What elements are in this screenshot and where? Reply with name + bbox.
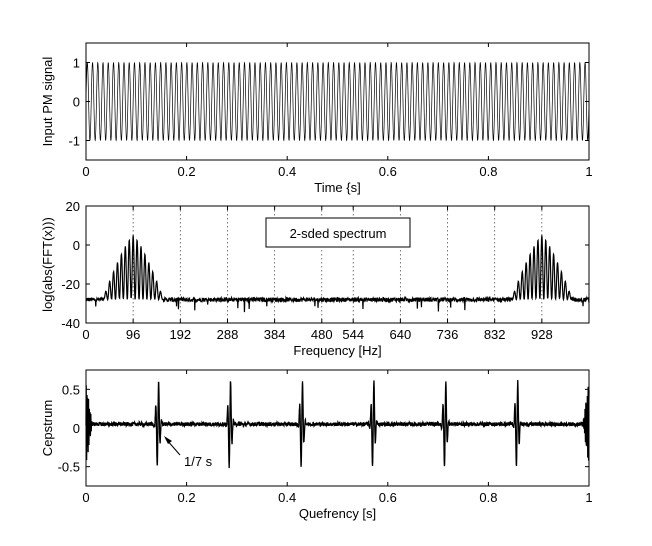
x-tick-label: 384 xyxy=(264,327,286,342)
x-tick-label: 544 xyxy=(342,327,364,342)
x-tick-label: 640 xyxy=(390,327,412,342)
y-tick-label: -1 xyxy=(68,134,80,149)
panel1-ylabel: Input PM signal xyxy=(40,57,55,147)
x-tick-label: 0.4 xyxy=(278,490,296,505)
panel1-xlabel: Time {s] xyxy=(314,180,360,195)
x-tick-label: 192 xyxy=(169,327,191,342)
panel3-series xyxy=(85,380,590,469)
spectrum-line xyxy=(85,235,590,313)
y-tick-label: 0 xyxy=(73,238,80,253)
panel1-series xyxy=(85,61,590,142)
x-tick-label: 0.8 xyxy=(479,490,497,505)
input-signal-line xyxy=(85,61,590,142)
y-tick-label: -20 xyxy=(61,277,80,292)
y-tick-label: 0.5 xyxy=(62,382,80,397)
x-tick-label: 928 xyxy=(531,327,553,342)
annotation-text: 1/7 s xyxy=(184,454,213,469)
x-tick-label: 0.6 xyxy=(379,164,397,179)
x-tick-label: 736 xyxy=(437,327,459,342)
panel2-ylabel: log(abs(FFT(x))) xyxy=(40,217,55,312)
x-tick-label: 0.6 xyxy=(379,490,397,505)
x-tick-label: 288 xyxy=(217,327,239,342)
x-tick-label: 0.8 xyxy=(479,164,497,179)
y-tick-label: -40 xyxy=(61,316,80,331)
panel3-xlabel: Quefrency [s] xyxy=(299,506,376,521)
panel2-xlabel: Frequency [Hz] xyxy=(293,343,381,358)
panel2-series xyxy=(85,235,590,313)
y-tick-label: -0.5 xyxy=(58,460,80,475)
x-tick-label: 1 xyxy=(585,164,592,179)
y-tick-label: 0 xyxy=(73,95,80,110)
spectrum-panel: 0 96 192 288 384 480 544 640 736 832 928-40-20020 … xyxy=(40,199,590,358)
panel3-ticks: 0 0.2 0.4 0.6 0.8 1-0.500.5 xyxy=(58,370,593,505)
panel1-ticks: 0 0.2 0.4 0.6 0.8 1-101 xyxy=(68,43,593,179)
spectrum-annotation: 2-sded spectrum xyxy=(265,217,411,248)
cepstrum-line xyxy=(85,380,590,469)
x-tick-label: 0.2 xyxy=(178,164,196,179)
panel2-grid xyxy=(132,206,543,323)
x-tick-label: 96 xyxy=(126,327,140,342)
cepstrum-annotation: 1/7 s xyxy=(164,436,213,469)
y-tick-label: 0 xyxy=(73,421,80,436)
panel2-axes-frame xyxy=(85,205,590,324)
panel3-ylabel: Cepstrum xyxy=(40,400,55,456)
input-signal-panel: 0 0.2 0.4 0.6 0.8 1-101 Time {s] Input PM sig… xyxy=(40,42,593,195)
x-tick-label: 0 xyxy=(82,164,89,179)
x-tick-label: 480 xyxy=(311,327,333,342)
x-tick-label: 0 xyxy=(82,490,89,505)
x-tick-label: 832 xyxy=(484,327,506,342)
x-tick-label: 0.2 xyxy=(178,490,196,505)
annotation-box xyxy=(265,217,411,248)
panel2-ticks: 0 96 192 288 384 480 544 640 736 832 928 -40 -20 0 20 xyxy=(61,199,589,342)
x-tick-label: 1 xyxy=(585,490,592,505)
x-tick-label: 0 xyxy=(82,327,89,342)
annotation-arrow-head xyxy=(164,436,172,444)
y-tick-label: 1 xyxy=(73,56,80,71)
x-tick-label: 0.4 xyxy=(278,164,296,179)
y-tick-label: 20 xyxy=(66,199,80,214)
annotation-text: 2-sded spectrum xyxy=(290,226,387,241)
cepstrum-panel: 0 0.2 0.4 0.6 0.8 1-0.500.5 Quefrency [s] Cep… xyxy=(40,369,593,521)
